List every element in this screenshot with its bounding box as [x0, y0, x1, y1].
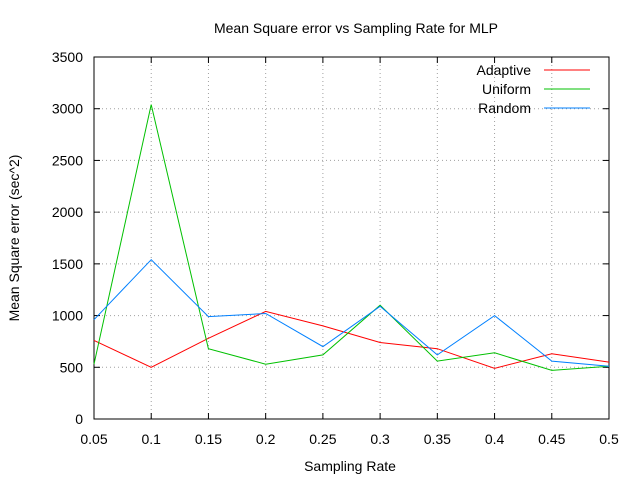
x-tick-label: 0.45 — [538, 431, 565, 447]
legend: Adaptive Uniform Random — [477, 62, 590, 116]
series-lines — [93, 104, 610, 371]
x-tick-label: 0.3 — [370, 431, 390, 447]
x-tick-label: 0.35 — [424, 431, 451, 447]
legend-label-adaptive: Adaptive — [477, 62, 532, 78]
y-axis-ticks: 0 500 1000 1500 2000 2500 3000 3500 — [52, 49, 83, 427]
series-adaptive-line — [93, 310, 610, 369]
y-axis-label: Mean Square error (sec^2) — [6, 155, 22, 322]
y-tick-label: 1500 — [52, 256, 83, 272]
x-tick-label: 0.4 — [485, 431, 505, 447]
y-tick-label: 2000 — [52, 204, 83, 220]
chart-title: Mean Square error vs Sampling Rate for M… — [214, 20, 498, 36]
tick-marks — [93, 56, 610, 420]
x-tick-label: 0.5 — [599, 431, 619, 447]
x-axis-label: Sampling Rate — [304, 458, 396, 474]
x-tick-label: 0.15 — [195, 431, 222, 447]
legend-label-uniform: Uniform — [482, 81, 531, 97]
series-uniform-line — [93, 104, 610, 371]
y-tick-label: 500 — [60, 359, 84, 375]
x-tick-label: 0.25 — [309, 431, 336, 447]
x-tick-label: 0.1 — [141, 431, 161, 447]
y-tick-label: 3000 — [52, 101, 83, 117]
y-tick-label: 0 — [75, 411, 83, 427]
y-tick-label: 2500 — [52, 152, 83, 168]
x-axis-ticks: 0.05 0.1 0.15 0.2 0.25 0.3 0.35 0.4 0.45 0.5 — [80, 431, 619, 447]
y-tick-label: 1000 — [52, 308, 83, 324]
y-tick-label: 3500 — [52, 49, 83, 65]
grid — [94, 57, 609, 419]
legend-label-random: Random — [478, 100, 531, 116]
plot-frame — [93, 56, 610, 420]
series-random-line — [93, 258, 610, 367]
x-tick-label: 0.05 — [80, 431, 107, 447]
x-tick-label: 0.2 — [256, 431, 276, 447]
